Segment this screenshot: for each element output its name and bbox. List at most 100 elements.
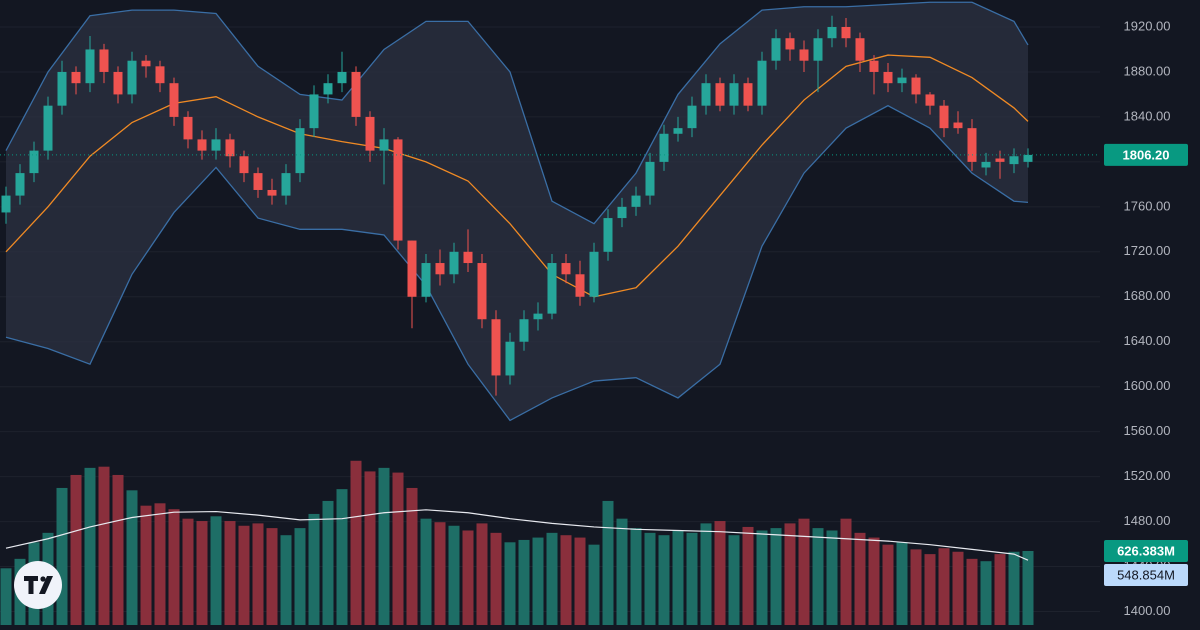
candle-body [827,26,837,39]
candle-body [589,251,599,297]
volume-bar [322,500,334,625]
volume-bar [182,518,194,625]
volume-bar [616,518,628,625]
y-tick-label: 1840.00 [1124,108,1171,123]
candle-body [435,263,445,275]
volume-bar [0,568,12,625]
volume-bar [798,518,810,625]
candle-body [253,173,263,190]
candles [0,15,1100,396]
candle-body [183,116,193,140]
volume-bar [476,523,488,625]
logo-mark [24,576,38,594]
candle-body [393,139,403,241]
volume-bar [658,535,670,625]
candle-body [981,161,991,168]
candle-body [855,38,865,61]
candle-body [897,77,907,84]
volume-bar [686,532,698,625]
volume-bar [672,530,684,625]
candle-body [281,173,291,196]
candle-body [575,274,585,297]
volume-bar [420,518,432,625]
candle-body [547,263,557,314]
candle-body [757,60,767,106]
candle-body [15,173,25,196]
volume-bar [210,516,222,625]
volume-bar [910,549,922,625]
lower-band [5,104,1029,422]
candle-body [43,105,53,151]
logo-mark [39,576,53,594]
y-tick-label: 1720.00 [1124,243,1171,258]
candle-body [1023,154,1033,162]
price-axis: 1400.001440.001480.001520.001560.001600.… [1104,18,1188,618]
candle-body [323,83,333,95]
candle-body [729,83,739,106]
volume-bar [70,474,82,625]
candle-body [533,313,543,320]
volume-bar [490,532,502,625]
candle-body [365,116,375,151]
volume-bar [644,532,656,625]
candle-body [603,218,613,252]
volume-bar [882,544,894,625]
volume-last-box [1104,539,1188,562]
y-tick-label: 1640.00 [1124,333,1171,348]
candle-body [925,94,935,106]
volume-bar [56,487,68,625]
volume-bar [588,544,600,625]
candle-body [617,206,627,219]
candle-body [785,38,795,50]
y-tick-label: 1680.00 [1124,288,1171,303]
volume-bar [350,460,362,625]
volume-bar [574,537,586,625]
volume-bar [364,471,376,625]
volume-bar [252,523,264,625]
volume-bar [294,528,306,625]
volume-bar [896,542,908,625]
volume-bar [714,521,726,625]
volume-ma-box [1104,563,1188,586]
volume-bar [196,521,208,625]
volume-bar [952,551,964,625]
volume-bar [1022,550,1034,625]
volume-bar [238,525,250,625]
logo-mark [40,576,46,582]
candle-body [743,83,753,106]
candle-body [771,38,781,61]
candle-body [715,83,725,106]
candle-body [687,105,697,129]
upper-band [5,1,1029,225]
candle-body [883,71,893,84]
volume-bar [168,509,180,625]
candle-body [911,77,921,95]
candle-body [407,240,417,297]
candle-body [351,71,361,117]
candle-body [799,49,809,61]
volume-bar [308,513,320,625]
candle-body [267,189,277,196]
candle-body [113,71,123,95]
candle-body [379,139,389,151]
volume-bar [336,489,348,625]
volume-bar [518,539,530,625]
candle-body [631,195,641,207]
candle-body [127,60,137,95]
candle-body [57,71,67,106]
volume-bar [392,472,404,625]
volume-bar [126,490,138,625]
candle-body [869,60,879,72]
volume-last-label: 626.383M [1117,543,1175,558]
volume-bar [378,467,390,625]
candle-body [421,263,431,297]
volume-ma [5,509,1029,561]
volume-bar [504,542,516,625]
volume-bar [728,535,740,625]
volume-bar [434,522,446,625]
logo [14,561,62,609]
last-price-label: 1806.20 [1123,147,1170,162]
volume-bar [112,474,124,625]
